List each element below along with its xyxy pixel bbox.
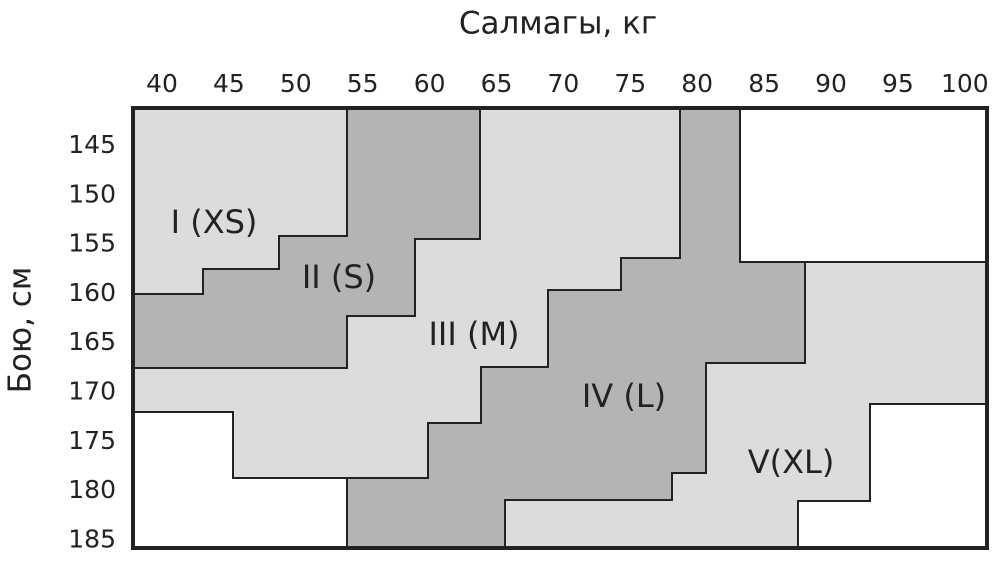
- title: Салмагы, кг: [459, 6, 657, 42]
- x-tick-label: 85: [748, 69, 780, 98]
- x-tick-label: 100: [941, 69, 989, 98]
- y-tick-label: 170: [68, 377, 116, 406]
- x-tick-label: 95: [882, 69, 914, 98]
- y-tick-label: 150: [68, 179, 116, 208]
- y-tick-label: 180: [68, 475, 116, 504]
- x-tick-label: 80: [681, 69, 713, 98]
- y-tick-label: 165: [68, 327, 116, 356]
- x-tick-label: 70: [547, 69, 579, 98]
- x-tick-label: 40: [146, 69, 178, 98]
- region-label: III (M): [428, 315, 519, 353]
- y-tick-label: 145: [68, 130, 116, 159]
- region-label: IV (L): [582, 377, 666, 415]
- y-tick-label: 155: [68, 229, 116, 258]
- region-label: V(XL): [748, 443, 835, 481]
- empty-region: [739, 107, 988, 263]
- x-tick-label: 75: [614, 69, 646, 98]
- x-tick-label: 55: [347, 69, 379, 98]
- y-tick-label: 160: [68, 278, 116, 307]
- x-tick-label: 50: [280, 69, 312, 98]
- y-axis-label: Бою, см: [3, 267, 39, 393]
- y-tick-label: 175: [68, 426, 116, 455]
- x-tick-label: 90: [815, 69, 847, 98]
- y-tick-label: 185: [68, 524, 116, 553]
- x-tick-label: 65: [481, 69, 513, 98]
- x-tick-label: 45: [213, 69, 245, 98]
- x-tick-label: 60: [414, 69, 446, 98]
- region-label: II (S): [302, 258, 376, 296]
- region-label: I (XS): [171, 203, 258, 241]
- frame: [131, 106, 989, 550]
